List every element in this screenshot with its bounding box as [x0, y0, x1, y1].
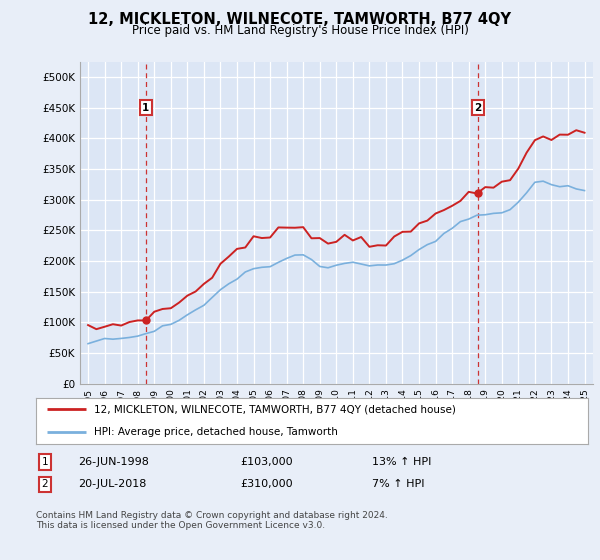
- Text: 12, MICKLETON, WILNECOTE, TAMWORTH, B77 4QY (detached house): 12, MICKLETON, WILNECOTE, TAMWORTH, B77 …: [94, 404, 456, 414]
- Text: 20-JUL-2018: 20-JUL-2018: [78, 479, 146, 489]
- Text: 1: 1: [41, 457, 49, 467]
- Text: 13% ↑ HPI: 13% ↑ HPI: [372, 457, 431, 467]
- Text: 1: 1: [142, 102, 149, 113]
- Text: £103,000: £103,000: [240, 457, 293, 467]
- Text: Price paid vs. HM Land Registry's House Price Index (HPI): Price paid vs. HM Land Registry's House …: [131, 24, 469, 37]
- Text: HPI: Average price, detached house, Tamworth: HPI: Average price, detached house, Tamw…: [94, 427, 338, 437]
- Text: 26-JUN-1998: 26-JUN-1998: [78, 457, 149, 467]
- Text: 2: 2: [474, 102, 481, 113]
- Text: 2: 2: [41, 479, 49, 489]
- Text: 7% ↑ HPI: 7% ↑ HPI: [372, 479, 425, 489]
- Text: 12, MICKLETON, WILNECOTE, TAMWORTH, B77 4QY: 12, MICKLETON, WILNECOTE, TAMWORTH, B77 …: [89, 12, 511, 27]
- Text: £310,000: £310,000: [240, 479, 293, 489]
- Text: Contains HM Land Registry data © Crown copyright and database right 2024.
This d: Contains HM Land Registry data © Crown c…: [36, 511, 388, 530]
